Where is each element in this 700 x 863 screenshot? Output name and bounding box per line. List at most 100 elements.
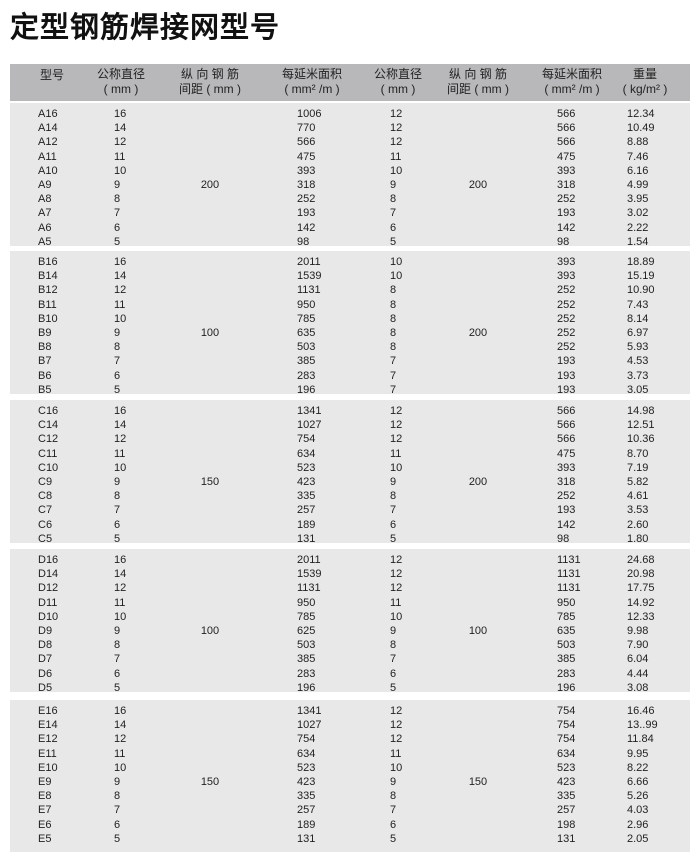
header-label: 重量 bbox=[632, 67, 657, 81]
cell-model: E16 bbox=[38, 705, 58, 717]
table-row: E8 8 335 8 335 5.26 bbox=[10, 789, 690, 803]
cell-weight: 15.19 bbox=[627, 270, 655, 283]
table-row: A6 6 142 6 142 2.22 bbox=[10, 221, 690, 235]
cell-area-2: 252 bbox=[557, 312, 576, 325]
cell-weight: 2.05 bbox=[627, 832, 649, 845]
cell-model: C8 bbox=[38, 490, 53, 503]
cell-model: E7 bbox=[38, 804, 52, 817]
cell-diameter-2: 8 bbox=[390, 284, 397, 297]
cell-diameter-2: 8 bbox=[390, 639, 397, 652]
cell-area-1: 1027 bbox=[297, 419, 322, 432]
cell-area-2: 635 bbox=[557, 625, 576, 637]
cell-diameter-1: 12 bbox=[114, 733, 127, 746]
cell-diameter-2: 12 bbox=[390, 419, 403, 432]
header-diameter-2: 公称直径( mm ) bbox=[365, 67, 431, 97]
table-row: C16 16 1341 12 566 14.98 bbox=[10, 404, 690, 418]
cell-model: C14 bbox=[38, 419, 59, 432]
cell-area-1: 257 bbox=[297, 504, 316, 517]
header-label: 每延米面积 bbox=[281, 67, 342, 81]
cell-diameter-1: 14 bbox=[114, 419, 127, 432]
cell-model: B11 bbox=[38, 298, 57, 311]
cell-model: B16 bbox=[38, 256, 58, 268]
cell-area-1: 131 bbox=[297, 532, 316, 545]
header-unit: 间距 ( mm ) bbox=[447, 82, 509, 96]
cell-model: A14 bbox=[38, 122, 58, 135]
cell-diameter-2: 10 bbox=[390, 270, 403, 283]
table-row: C9 9 423 9 318 5.82 bbox=[10, 475, 690, 489]
cell-diameter-1: 6 bbox=[114, 818, 121, 831]
cell-area-2: 131 bbox=[557, 832, 576, 845]
cell-area-2: 1131 bbox=[557, 582, 581, 595]
table-row: E14 14 1027 12 754 13..99 bbox=[10, 718, 690, 732]
cell-area-2: 503 bbox=[557, 639, 576, 652]
cell-weight: 20.98 bbox=[627, 568, 655, 581]
cell-weight: 17.75 bbox=[627, 582, 655, 595]
table-row: B5 5 196 7 193 3.05 bbox=[10, 383, 690, 397]
cell-model: D10 bbox=[38, 610, 59, 623]
cell-diameter-1: 6 bbox=[114, 221, 121, 234]
cell-model: E11 bbox=[38, 747, 57, 760]
cell-area-2: 523 bbox=[557, 761, 576, 774]
cell-diameter-1: 11 bbox=[114, 596, 126, 609]
cell-diameter-2: 10 bbox=[390, 610, 403, 623]
cell-spacing-1: 100 bbox=[200, 624, 220, 637]
cell-area-1: 634 bbox=[297, 747, 316, 760]
cell-diameter-1: 8 bbox=[114, 790, 121, 803]
cell-model: C5 bbox=[38, 532, 53, 545]
cell-area-1: 785 bbox=[297, 610, 316, 623]
header-unit: ( mm² /m ) bbox=[544, 82, 600, 96]
cell-diameter-2: 7 bbox=[390, 504, 397, 517]
cell-area-1: 1341 bbox=[297, 705, 322, 717]
cell-diameter-2: 8 bbox=[390, 193, 397, 206]
header-label: 纵 向 钢 筋 bbox=[448, 67, 507, 81]
cell-area-2: 193 bbox=[557, 369, 576, 382]
cell-model: D8 bbox=[38, 639, 53, 652]
table-row: D16 16 2011 12 1131 24.68 bbox=[10, 553, 690, 567]
cell-model: C7 bbox=[38, 504, 53, 517]
cell-model: D16 bbox=[38, 554, 59, 566]
cell-model: B8 bbox=[38, 341, 52, 354]
cell-diameter-1: 8 bbox=[114, 341, 121, 354]
cell-model: D7 bbox=[38, 653, 53, 666]
table-row: A12 12 566 12 566 8.88 bbox=[10, 135, 690, 149]
cell-spacing-1: 150 bbox=[200, 475, 220, 488]
cell-weight: 7.90 bbox=[627, 639, 649, 652]
cell-model: A11 bbox=[38, 150, 57, 163]
cell-area-1: 283 bbox=[297, 667, 316, 680]
cell-diameter-1: 12 bbox=[114, 284, 127, 297]
cell-area-2: 193 bbox=[557, 355, 576, 368]
header-spacing-2: 纵 向 钢 筋间距 ( mm ) bbox=[438, 67, 518, 97]
table-group: C16 16 1341 12 566 14.98 C14 14 1027 12 566 12.51 C1… bbox=[10, 400, 690, 545]
cell-area-2: 257 bbox=[557, 804, 576, 817]
cell-diameter-2: 12 bbox=[390, 405, 403, 417]
cell-area-2: 475 bbox=[557, 447, 576, 460]
cell-diameter-2: 12 bbox=[390, 568, 403, 581]
cell-area-1: 283 bbox=[297, 369, 316, 382]
cell-area-1: 131 bbox=[297, 832, 316, 845]
header-unit: ( mm ) bbox=[380, 82, 416, 96]
cell-diameter-2: 8 bbox=[390, 327, 397, 339]
cell-area-2: 566 bbox=[557, 405, 576, 417]
cell-model: D11 bbox=[38, 596, 58, 609]
cell-area-1: 503 bbox=[297, 639, 316, 652]
cell-spacing-2: 100 bbox=[468, 624, 488, 637]
cell-diameter-2: 8 bbox=[390, 490, 397, 503]
cell-weight: 1.80 bbox=[627, 532, 649, 545]
cell-spacing-2: 200 bbox=[468, 475, 488, 488]
cell-weight: 8.22 bbox=[627, 761, 649, 774]
cell-weight: 11.84 bbox=[627, 733, 654, 746]
cell-weight: 10.36 bbox=[627, 433, 655, 446]
cell-weight: 5.93 bbox=[627, 341, 649, 354]
cell-model: A9 bbox=[38, 179, 52, 191]
cell-diameter-2: 7 bbox=[390, 355, 397, 368]
cell-diameter-1: 7 bbox=[114, 504, 121, 517]
cell-area-2: 252 bbox=[557, 284, 576, 297]
cell-diameter-2: 6 bbox=[390, 518, 397, 531]
cell-area-1: 1539 bbox=[297, 568, 322, 581]
cell-area-2: 423 bbox=[557, 776, 576, 788]
header-label: 纵 向 钢 筋 bbox=[180, 67, 239, 81]
table-row: A5 5 98 5 98 1.54 bbox=[10, 235, 690, 249]
cell-diameter-2: 12 bbox=[390, 122, 403, 135]
table-row: A16 16 1006 12 566 12.34 bbox=[10, 107, 690, 121]
cell-weight: 4.53 bbox=[627, 355, 649, 368]
